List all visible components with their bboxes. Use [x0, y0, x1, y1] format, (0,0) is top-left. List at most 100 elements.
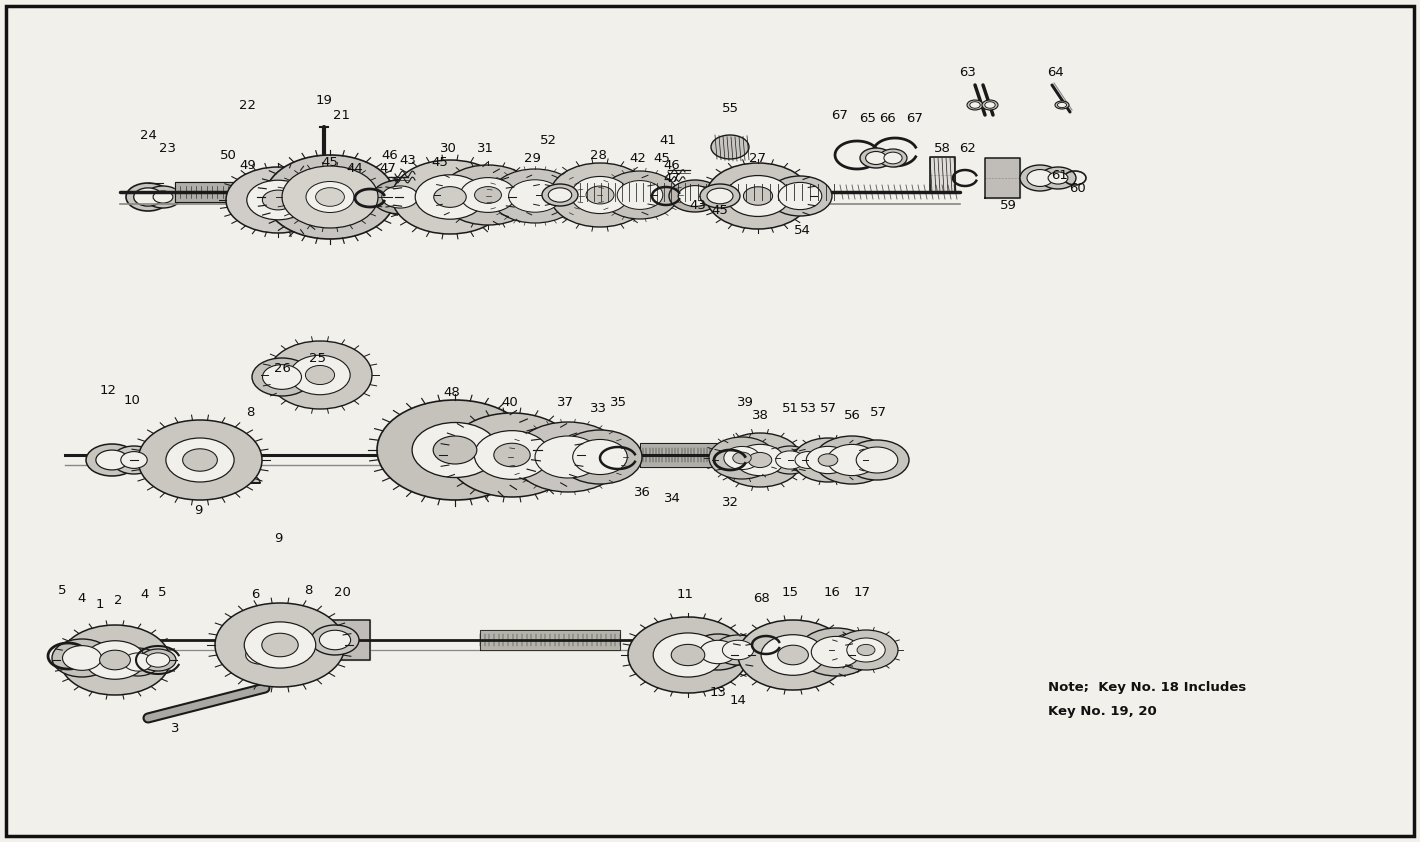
Text: 55: 55: [721, 102, 738, 115]
Ellipse shape: [305, 365, 335, 385]
Ellipse shape: [433, 187, 466, 207]
Ellipse shape: [392, 160, 508, 234]
Text: 52: 52: [540, 134, 557, 147]
Text: 50: 50: [220, 148, 237, 162]
Ellipse shape: [788, 447, 828, 473]
Ellipse shape: [814, 436, 890, 484]
Text: 54: 54: [794, 223, 811, 237]
Text: 47: 47: [379, 162, 396, 174]
Text: 30: 30: [440, 141, 456, 154]
Text: 4: 4: [78, 591, 87, 605]
Text: 42: 42: [629, 152, 646, 164]
Text: 1: 1: [95, 599, 104, 611]
Ellipse shape: [283, 166, 378, 228]
Text: 9: 9: [274, 531, 283, 545]
Text: 34: 34: [663, 492, 680, 504]
Ellipse shape: [834, 630, 897, 670]
Ellipse shape: [415, 175, 484, 219]
Wedge shape: [293, 658, 317, 670]
Text: 8: 8: [246, 406, 254, 418]
Ellipse shape: [967, 100, 983, 110]
Ellipse shape: [474, 187, 501, 204]
Ellipse shape: [798, 628, 873, 676]
Ellipse shape: [811, 637, 861, 668]
Ellipse shape: [290, 355, 351, 395]
Ellipse shape: [778, 183, 822, 210]
Ellipse shape: [818, 454, 838, 466]
Text: 3: 3: [170, 722, 179, 734]
Text: 29: 29: [524, 152, 541, 164]
Text: 59: 59: [1000, 199, 1017, 211]
Ellipse shape: [460, 178, 515, 212]
Text: Note;  Key No. 18 Includes: Note; Key No. 18 Includes: [1048, 681, 1247, 695]
Ellipse shape: [266, 155, 395, 239]
Text: 26: 26: [274, 361, 291, 375]
Ellipse shape: [433, 436, 477, 464]
Text: 39: 39: [737, 396, 754, 408]
Ellipse shape: [412, 423, 498, 477]
Ellipse shape: [133, 188, 162, 206]
Ellipse shape: [733, 452, 751, 464]
Ellipse shape: [548, 188, 572, 202]
Text: 20: 20: [334, 585, 351, 599]
Ellipse shape: [778, 645, 808, 665]
Ellipse shape: [112, 446, 156, 474]
Text: 45: 45: [653, 152, 670, 164]
Text: 49: 49: [240, 158, 257, 172]
Ellipse shape: [1055, 101, 1069, 109]
Ellipse shape: [828, 445, 876, 476]
Text: 68: 68: [754, 591, 771, 605]
Text: 56: 56: [843, 408, 861, 422]
Ellipse shape: [239, 641, 283, 669]
Ellipse shape: [761, 635, 825, 675]
Text: 4: 4: [141, 589, 149, 601]
Ellipse shape: [535, 436, 601, 478]
Polygon shape: [640, 443, 720, 467]
Text: 64: 64: [1047, 66, 1064, 78]
Ellipse shape: [985, 102, 995, 109]
Ellipse shape: [315, 188, 345, 206]
Ellipse shape: [572, 440, 628, 475]
Text: 5: 5: [158, 585, 166, 599]
Ellipse shape: [586, 186, 613, 204]
Text: 60: 60: [1069, 182, 1086, 195]
Ellipse shape: [183, 449, 217, 472]
Text: 65: 65: [859, 111, 876, 125]
Ellipse shape: [87, 444, 138, 476]
Ellipse shape: [726, 175, 791, 216]
Text: 38: 38: [751, 408, 768, 422]
Ellipse shape: [628, 617, 748, 693]
Ellipse shape: [97, 450, 128, 470]
Ellipse shape: [62, 646, 101, 670]
Ellipse shape: [247, 180, 310, 220]
Ellipse shape: [736, 445, 784, 476]
Ellipse shape: [246, 646, 274, 664]
Text: 43: 43: [399, 153, 416, 167]
Text: 10: 10: [124, 393, 141, 407]
Ellipse shape: [311, 625, 359, 655]
Ellipse shape: [571, 177, 629, 214]
Ellipse shape: [879, 149, 907, 167]
Text: 13: 13: [710, 685, 727, 699]
Text: 46: 46: [382, 148, 399, 162]
Ellipse shape: [723, 640, 754, 660]
Ellipse shape: [856, 447, 897, 473]
Ellipse shape: [866, 152, 886, 164]
Ellipse shape: [251, 358, 312, 396]
Text: 51: 51: [781, 402, 798, 414]
Text: 32: 32: [721, 495, 738, 509]
Text: 46: 46: [663, 158, 680, 172]
Ellipse shape: [679, 185, 711, 206]
Ellipse shape: [1027, 169, 1054, 186]
Text: 53: 53: [799, 402, 816, 414]
Text: 27: 27: [750, 152, 767, 164]
Ellipse shape: [883, 152, 902, 164]
Ellipse shape: [126, 183, 170, 211]
Ellipse shape: [672, 644, 704, 666]
Ellipse shape: [60, 625, 170, 695]
Ellipse shape: [214, 603, 345, 687]
Ellipse shape: [53, 639, 112, 677]
Text: 67: 67: [832, 109, 848, 121]
Ellipse shape: [146, 653, 170, 667]
Text: 9: 9: [193, 504, 202, 516]
